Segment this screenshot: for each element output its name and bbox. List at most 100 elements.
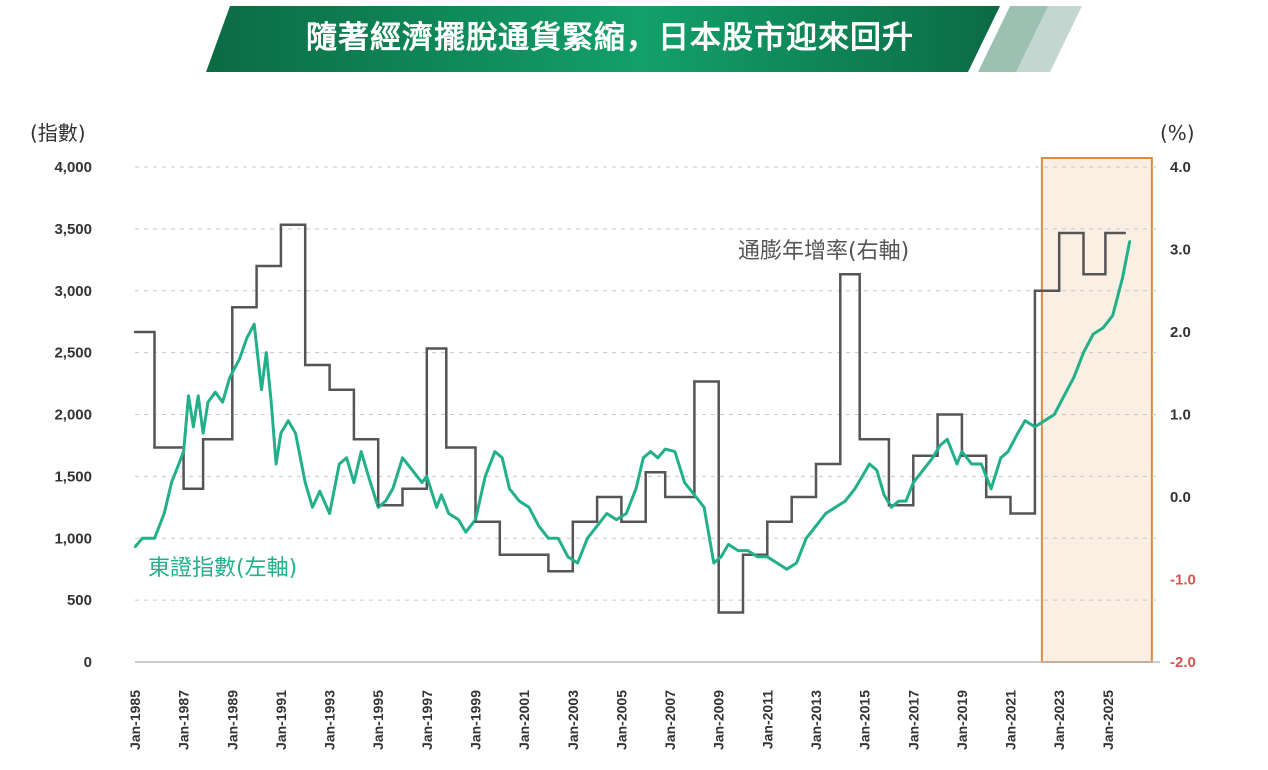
right-tick-label: 2.0 — [1170, 324, 1191, 341]
x-tick-label: Jan-2015 — [857, 690, 873, 750]
topix-point — [834, 506, 837, 509]
topix-point — [693, 493, 696, 497]
topix-point — [274, 462, 278, 466]
left-tick-label: 3,500 — [54, 221, 92, 238]
inflation-point — [1082, 273, 1085, 276]
topix-point — [221, 400, 224, 404]
topix-point — [1023, 419, 1027, 422]
topix-point — [1072, 376, 1075, 379]
topix-point — [484, 475, 487, 478]
title-banner: 隨著經濟擺脫通貨緊縮，日本股市迎來回升 — [0, 0, 1268, 80]
inflation-point — [1057, 231, 1061, 235]
topix-point — [1092, 332, 1095, 336]
topix-point — [736, 549, 740, 552]
topix-point — [566, 555, 570, 559]
topix-point — [352, 481, 356, 484]
topix-point — [576, 561, 579, 565]
x-tick-label: Jan-1985 — [127, 690, 143, 750]
inflation-point — [1104, 231, 1107, 235]
topix-point — [1121, 277, 1124, 280]
x-tick-label: Jan-2003 — [565, 690, 581, 750]
topix-point — [1016, 431, 1020, 435]
topix-point — [663, 447, 667, 451]
topix-point — [245, 336, 249, 339]
topix-point — [785, 567, 788, 571]
topix-point — [153, 537, 156, 540]
topix-point — [206, 400, 210, 404]
inflation-point — [571, 520, 574, 523]
inflation-point — [498, 553, 502, 556]
inflation-point — [693, 380, 696, 383]
x-tick-label: Jan-2005 — [613, 690, 629, 750]
topix-point — [897, 499, 900, 503]
right-tick-label: -1.0 — [1170, 572, 1196, 589]
right-tick-label: 0.0 — [1170, 489, 1191, 506]
topix-point — [201, 431, 205, 435]
inflation-point — [231, 306, 234, 309]
topix-point — [367, 475, 370, 478]
left-tick-label: 1,000 — [54, 530, 92, 547]
topix-point — [980, 462, 983, 466]
topix-point — [1033, 425, 1037, 429]
topix-point — [252, 322, 256, 326]
topix-point — [182, 450, 185, 453]
x-tick-label: Jan-1999 — [467, 690, 483, 750]
topix-point — [170, 481, 173, 484]
right-axis-unit: (%) — [1160, 121, 1195, 145]
topix-point — [457, 518, 460, 521]
topix-point — [287, 419, 290, 422]
topix-point — [447, 512, 450, 515]
left-tick-label: 500 — [67, 592, 92, 609]
topix-point — [420, 481, 424, 484]
topix-point — [814, 524, 818, 528]
left-tick-label: 2,000 — [54, 407, 92, 424]
topix-point — [1082, 351, 1085, 354]
topix-point — [712, 561, 716, 565]
x-tick-label: Jan-2011 — [759, 690, 775, 749]
topix-point — [960, 450, 964, 453]
topix-point — [875, 468, 878, 472]
topix-point — [214, 391, 217, 394]
topix-point — [946, 438, 949, 441]
topix-point — [586, 537, 589, 540]
banner-stripe — [1016, 6, 1082, 72]
inflation-point — [304, 363, 307, 367]
topix-point — [401, 456, 404, 460]
topix-point — [359, 450, 363, 453]
inflation-point — [620, 520, 623, 523]
inflation-series-label: 通膨年增率(右軸) — [738, 239, 909, 264]
x-tick-label: Jan-2021 — [1003, 690, 1019, 750]
topix-point — [508, 487, 511, 490]
inflation-point — [153, 446, 156, 449]
inflation-point — [912, 454, 915, 457]
topix-point — [921, 468, 925, 472]
topix-series-label: 東證指數(左軸) — [148, 556, 297, 581]
topix-point — [391, 487, 394, 490]
topix-point — [318, 490, 322, 493]
inflation-point — [255, 264, 258, 268]
x-tick-label: Jan-1993 — [322, 690, 338, 750]
topix-point — [970, 462, 973, 466]
x-tick-label: Jan-1987 — [176, 690, 192, 750]
topix-point — [304, 481, 307, 484]
inflation-point — [401, 487, 404, 490]
topix-point — [187, 394, 190, 398]
topix-point — [474, 518, 477, 521]
topix-point — [384, 499, 387, 503]
topix-point — [133, 545, 137, 549]
topix-point — [501, 456, 504, 460]
topix-point — [1111, 314, 1114, 317]
topix-point — [411, 468, 414, 472]
inflation-point — [985, 495, 988, 499]
inflation-point — [839, 273, 842, 276]
inflation-point — [352, 438, 356, 441]
inflation-point — [328, 388, 331, 391]
inflation-point — [474, 520, 477, 523]
topix-point — [860, 475, 864, 478]
topix-point — [265, 351, 268, 354]
topix-point — [192, 425, 195, 429]
topix-point — [615, 518, 618, 521]
inflation-point — [1033, 289, 1037, 292]
topix-point — [162, 512, 166, 515]
inflation-point — [377, 504, 380, 507]
